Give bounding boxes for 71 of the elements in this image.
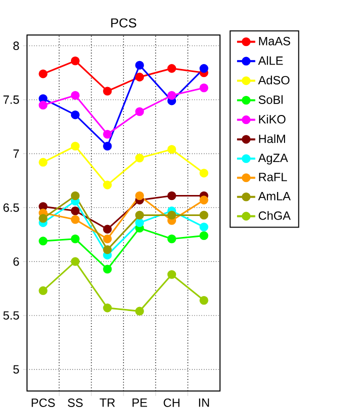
legend-label: AgZA xyxy=(258,154,288,165)
point xyxy=(200,168,208,178)
legend-label: ChGA xyxy=(258,211,291,220)
y-tick-label: 8 xyxy=(13,42,19,50)
x-tick-label: CH xyxy=(164,398,180,407)
legend-label: RaFL xyxy=(259,172,287,182)
point xyxy=(70,206,80,216)
point xyxy=(135,72,144,82)
point xyxy=(38,286,48,296)
legend-label: KiKO xyxy=(259,114,286,124)
point xyxy=(70,142,80,150)
point xyxy=(200,231,208,240)
point xyxy=(167,234,176,244)
point xyxy=(70,110,80,120)
legend-label: AdSO xyxy=(258,76,290,84)
legend-label: MaAS xyxy=(259,36,290,46)
point xyxy=(135,107,144,116)
point xyxy=(200,222,208,232)
point xyxy=(135,154,144,162)
point xyxy=(103,304,112,312)
point xyxy=(167,64,176,73)
point xyxy=(167,91,176,100)
point xyxy=(38,158,48,167)
point xyxy=(135,218,144,228)
x-tick-label: PE xyxy=(132,398,148,407)
x-tick-label: PCS xyxy=(32,398,55,407)
legend-label: HalM xyxy=(259,134,286,144)
point xyxy=(38,214,48,223)
y-tick-label: 7 xyxy=(13,150,19,158)
point xyxy=(70,91,80,100)
point xyxy=(103,234,112,244)
point xyxy=(70,234,80,244)
point xyxy=(200,64,208,73)
y-tick-label: 5.5 xyxy=(3,311,19,320)
legend-label: SoBl xyxy=(258,95,283,104)
x-tick-label: SS xyxy=(68,398,83,407)
point xyxy=(38,100,48,110)
point xyxy=(70,191,80,200)
y-tick-label: 7.5 xyxy=(3,96,19,104)
point xyxy=(135,191,144,200)
point xyxy=(200,210,208,220)
point xyxy=(200,83,208,92)
x-tick-label: TR xyxy=(100,398,115,407)
point xyxy=(103,264,112,274)
point xyxy=(103,130,112,139)
point xyxy=(70,257,80,266)
legend-label: AlLE xyxy=(258,56,283,65)
point xyxy=(103,86,112,96)
point xyxy=(135,210,144,220)
point xyxy=(38,236,48,246)
y-tick-label: 6.5 xyxy=(3,203,19,212)
point xyxy=(167,144,176,154)
y-tick-label: 6 xyxy=(13,257,19,266)
point xyxy=(103,245,112,254)
y-tick-label: 5 xyxy=(13,365,19,374)
chart-title: PCS xyxy=(111,18,136,28)
point xyxy=(70,215,80,224)
point xyxy=(167,270,176,279)
point xyxy=(167,210,176,220)
point xyxy=(70,56,80,66)
point xyxy=(103,224,112,234)
point xyxy=(135,306,144,316)
point xyxy=(103,180,112,190)
point xyxy=(200,196,208,204)
point xyxy=(103,142,112,150)
legend-label: AmLA xyxy=(258,192,291,200)
point xyxy=(167,191,176,200)
point xyxy=(200,296,208,305)
x-tick-label: IN xyxy=(199,398,209,407)
point xyxy=(135,60,144,70)
point xyxy=(38,69,48,78)
